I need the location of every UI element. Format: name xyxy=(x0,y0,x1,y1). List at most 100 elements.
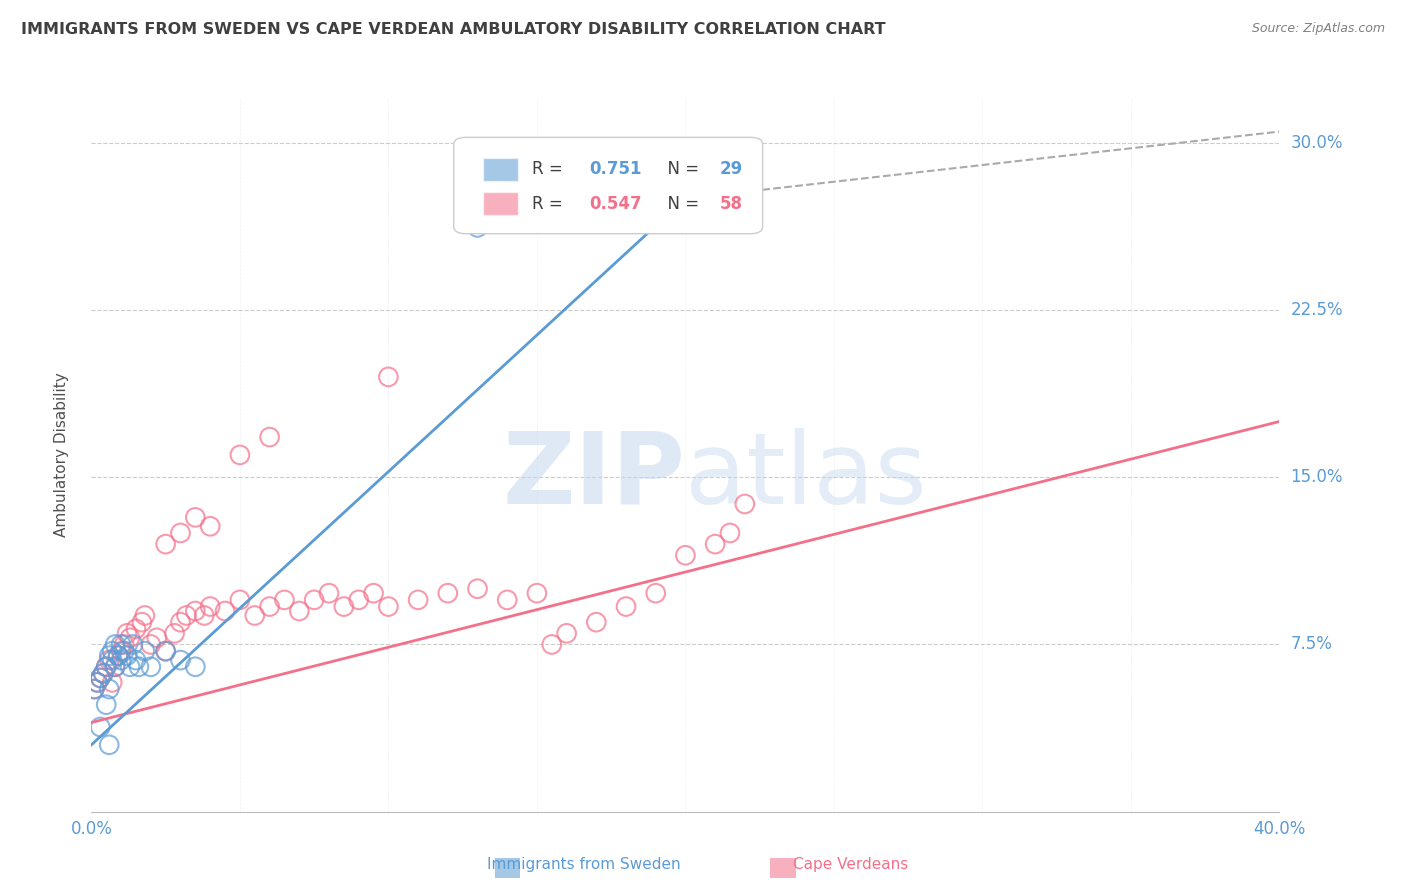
Point xyxy=(91,666,114,681)
Text: Source: ZipAtlas.com: Source: ZipAtlas.com xyxy=(1251,22,1385,36)
Point xyxy=(169,615,191,630)
Point xyxy=(139,637,162,651)
Point xyxy=(526,586,548,600)
Point xyxy=(101,644,124,658)
Point xyxy=(86,675,108,690)
Bar xyxy=(484,158,517,180)
Point xyxy=(134,644,156,658)
Point xyxy=(98,648,121,663)
Point xyxy=(193,608,215,623)
Point xyxy=(96,660,118,674)
Point xyxy=(83,681,105,696)
Point xyxy=(118,631,141,645)
Point xyxy=(540,637,562,651)
Point xyxy=(644,586,666,600)
Point xyxy=(318,586,340,600)
Point xyxy=(155,644,177,658)
Point xyxy=(115,626,138,640)
Point xyxy=(467,582,489,596)
Point xyxy=(89,671,111,685)
Point xyxy=(229,592,252,607)
Point xyxy=(184,604,207,618)
Text: 29: 29 xyxy=(720,161,742,178)
Text: N =: N = xyxy=(657,194,704,212)
Point xyxy=(91,666,114,681)
Text: 58: 58 xyxy=(720,194,742,212)
Point xyxy=(259,430,281,444)
Text: 0.547: 0.547 xyxy=(589,194,641,212)
Point xyxy=(163,626,186,640)
FancyBboxPatch shape xyxy=(454,137,762,234)
Point xyxy=(363,586,385,600)
Point xyxy=(118,660,141,674)
Point xyxy=(734,497,756,511)
Point xyxy=(184,660,207,674)
Text: 7.5%: 7.5% xyxy=(1291,635,1333,654)
Point xyxy=(673,548,696,563)
Point xyxy=(496,592,519,607)
Point xyxy=(614,599,637,614)
Point xyxy=(200,599,222,614)
Point xyxy=(104,660,127,674)
Point xyxy=(89,671,111,685)
Text: Immigrants from Sweden: Immigrants from Sweden xyxy=(486,857,681,872)
Y-axis label: Ambulatory Disability: Ambulatory Disability xyxy=(55,373,69,537)
Point xyxy=(176,608,198,623)
Point xyxy=(259,599,281,614)
Point xyxy=(98,653,121,667)
Point xyxy=(96,698,118,712)
Point xyxy=(377,599,399,614)
Text: 0.751: 0.751 xyxy=(589,161,641,178)
Text: 30.0%: 30.0% xyxy=(1291,134,1343,152)
Text: R =: R = xyxy=(531,161,568,178)
Point xyxy=(704,537,727,551)
Text: 15.0%: 15.0% xyxy=(1291,468,1343,486)
Text: IMMIGRANTS FROM SWEDEN VS CAPE VERDEAN AMBULATORY DISABILITY CORRELATION CHART: IMMIGRANTS FROM SWEDEN VS CAPE VERDEAN A… xyxy=(21,22,886,37)
Point xyxy=(110,644,132,658)
Text: 22.5%: 22.5% xyxy=(1291,301,1343,319)
Point xyxy=(128,660,150,674)
Point xyxy=(112,644,135,658)
Point xyxy=(302,592,325,607)
Point xyxy=(273,592,295,607)
Text: N =: N = xyxy=(657,161,704,178)
Point xyxy=(112,637,135,651)
Point xyxy=(467,220,489,235)
Point xyxy=(406,592,429,607)
Text: R =: R = xyxy=(531,194,568,212)
Point xyxy=(110,653,132,667)
Point xyxy=(98,681,121,696)
Point xyxy=(155,537,177,551)
Point xyxy=(131,615,153,630)
Text: atlas: atlas xyxy=(685,428,927,524)
Point xyxy=(104,660,127,674)
Point xyxy=(229,448,252,462)
Point xyxy=(214,604,236,618)
Point xyxy=(101,675,124,690)
Point xyxy=(86,675,108,690)
Point xyxy=(184,510,207,524)
Point xyxy=(155,644,177,658)
Point xyxy=(125,622,148,636)
Point xyxy=(104,637,127,651)
Point xyxy=(718,526,741,541)
Point xyxy=(436,586,458,600)
Point xyxy=(585,615,607,630)
Point xyxy=(139,660,162,674)
Point xyxy=(89,720,111,734)
Text: Cape Verdeans: Cape Verdeans xyxy=(793,857,908,872)
Bar xyxy=(484,192,517,215)
Point xyxy=(101,653,124,667)
Point xyxy=(169,526,191,541)
Point xyxy=(377,369,399,384)
Point xyxy=(107,648,129,663)
Point xyxy=(110,637,132,651)
Text: ZIP: ZIP xyxy=(502,428,685,524)
Point xyxy=(288,604,311,618)
Point xyxy=(122,637,145,651)
Point xyxy=(169,653,191,667)
Point xyxy=(125,653,148,667)
Point xyxy=(107,648,129,663)
Point xyxy=(134,608,156,623)
Point xyxy=(555,626,578,640)
